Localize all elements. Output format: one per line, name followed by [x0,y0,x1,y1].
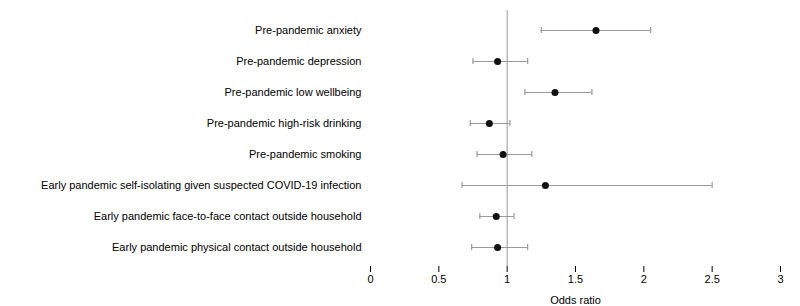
svg-text:1: 1 [504,273,510,285]
svg-text:0.5: 0.5 [431,273,446,285]
svg-text:Early pandemic self-isolating: Early pandemic self-isolating given susp… [41,179,361,191]
svg-text:Odds ratio: Odds ratio [550,294,601,306]
svg-text:Pre-pandemic low wellbeing: Pre-pandemic low wellbeing [225,86,362,98]
svg-text:3: 3 [777,273,783,285]
svg-text:2.5: 2.5 [705,273,720,285]
svg-text:1.5: 1.5 [568,273,583,285]
svg-text:Pre-pandemic smoking: Pre-pandemic smoking [249,148,362,160]
svg-text:Pre-pandemic depression: Pre-pandemic depression [236,55,361,67]
svg-text:2: 2 [641,273,647,285]
svg-text:Pre-pandemic high-risk drinkin: Pre-pandemic high-risk drinking [207,117,362,129]
svg-text:0: 0 [367,273,373,285]
svg-text:Early pandemic face-to-face co: Early pandemic face-to-face contact outs… [94,210,362,222]
svg-text:Pre-pandemic anxiety: Pre-pandemic anxiety [255,24,362,36]
svg-text:Early pandemic physical contac: Early pandemic physical contact outside … [112,241,361,253]
